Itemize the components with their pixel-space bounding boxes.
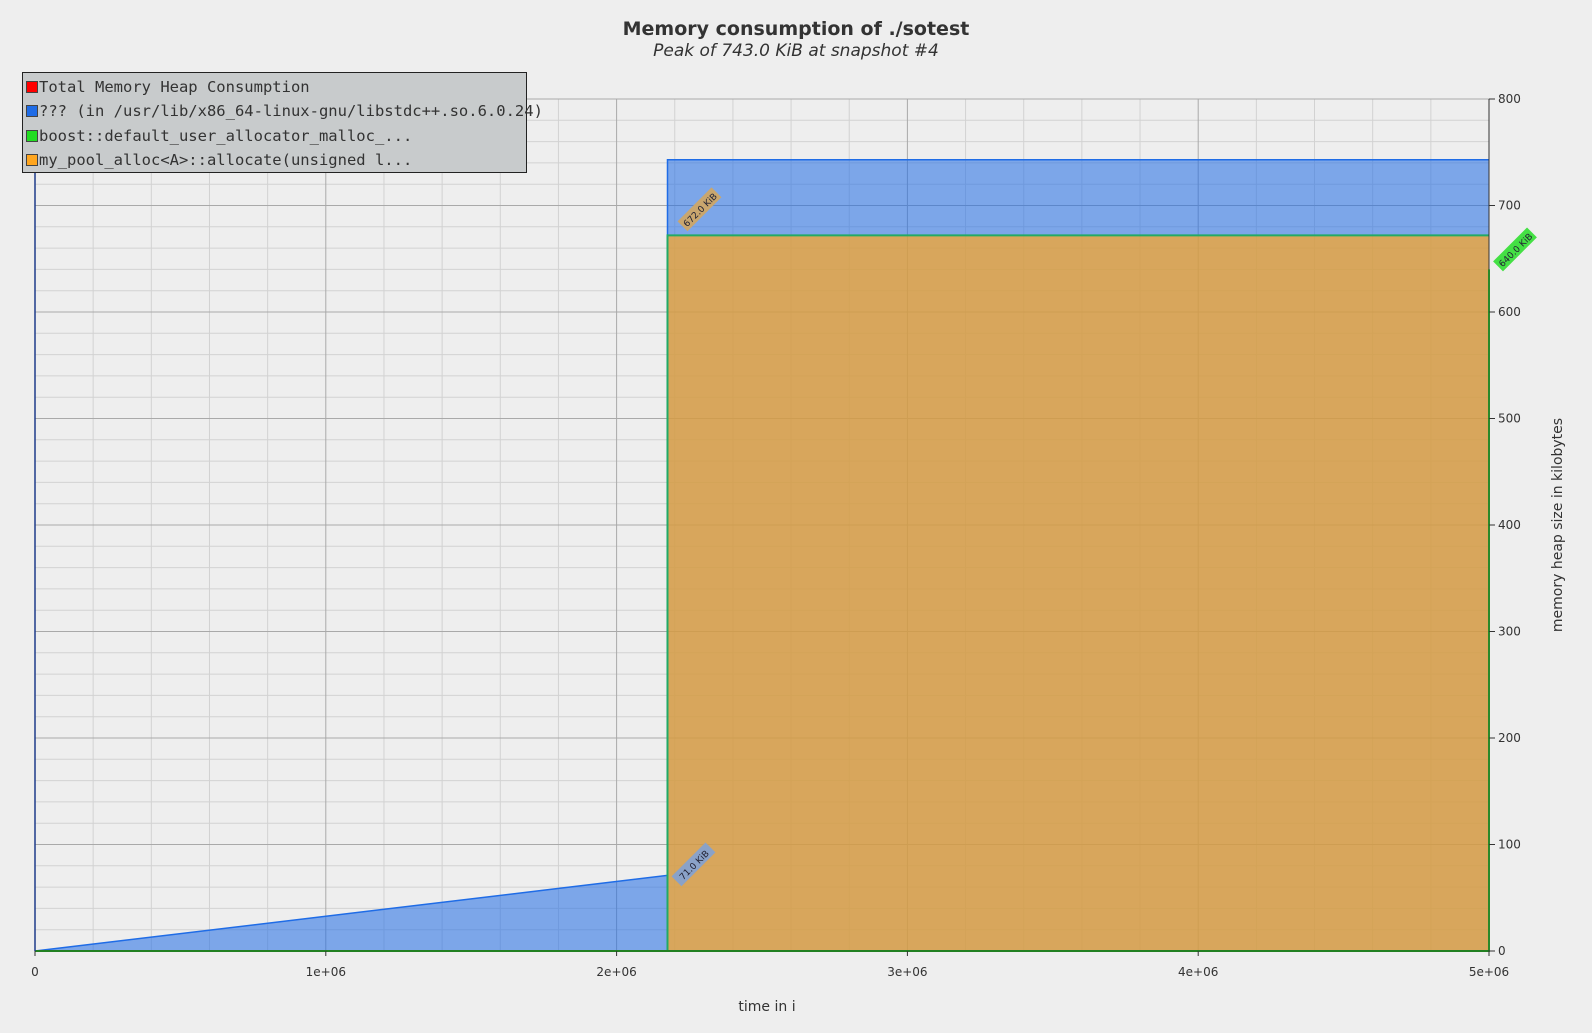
legend: Total Memory Heap Consumption ??? (in /u…: [22, 72, 543, 173]
x-tick-label: 3e+06: [887, 965, 927, 979]
legend-label-pool-alloc: my_pool_alloc<A>::allocate(unsigned l...: [39, 151, 413, 169]
data-annotation-box: [1493, 227, 1537, 272]
legend-swatch-total: [26, 81, 38, 93]
legend-entry-boost-allocator: boost::default_user_allocator_malloc_...: [26, 125, 412, 147]
data-annotation-label: 640.0 KiB: [1498, 232, 1536, 270]
y-tick-label: 200: [1498, 731, 1521, 745]
x-tick-label: 2e+06: [596, 965, 636, 979]
legend-label-boost-allocator: boost::default_user_allocator_malloc_...: [39, 127, 413, 145]
y-tick-label: 600: [1498, 305, 1521, 319]
legend-entry-libstdcpp: ??? (in /usr/lib/x86_64-linux-gnu/libstd…: [26, 100, 543, 122]
x-tick-label: 4e+06: [1178, 965, 1218, 979]
y-tick-label: 800: [1498, 92, 1521, 106]
chart-title: Memory consumption of ./sotest: [622, 18, 970, 40]
data-annotation: 640.0 KiB: [1493, 227, 1537, 272]
data-annotation-box: [677, 187, 722, 232]
x-axis-label: time in i: [738, 999, 795, 1015]
y-tick-label: 100: [1498, 838, 1521, 852]
legend-label-libstdcpp: ??? (in /usr/lib/x86_64-linux-gnu/libstd…: [39, 102, 543, 120]
x-tick-label: 5e+06: [1469, 965, 1509, 979]
legend-swatch-pool-alloc: [26, 154, 38, 166]
y-tick-label: 400: [1498, 518, 1521, 532]
legend-label-total: Total Memory Heap Consumption: [39, 78, 310, 96]
chart-subtitle: Peak of 743.0 KiB at snapshot #4: [653, 41, 939, 61]
x-tick-label: 1e+06: [306, 965, 346, 979]
legend-swatch-boost-allocator: [26, 130, 38, 142]
series-area-pool-alloc: [35, 235, 1489, 951]
legend-entry-pool-alloc: my_pool_alloc<A>::allocate(unsigned l...: [26, 149, 412, 171]
legend-swatch-libstdcpp: [26, 105, 38, 117]
y-tick-label: 0: [1498, 944, 1506, 958]
y-tick-label: 300: [1498, 625, 1521, 639]
y-tick-label: 500: [1498, 412, 1521, 426]
axes: [34, 98, 1495, 956]
y-axis-label: memory heap size in kilobytes: [1550, 418, 1566, 632]
y-tick-label: 700: [1498, 199, 1521, 213]
data-annotation-box: [671, 842, 716, 887]
x-tick-label: 0: [31, 965, 39, 979]
legend-entry-total: Total Memory Heap Consumption: [26, 76, 310, 98]
data-series: [34, 158, 1490, 952]
